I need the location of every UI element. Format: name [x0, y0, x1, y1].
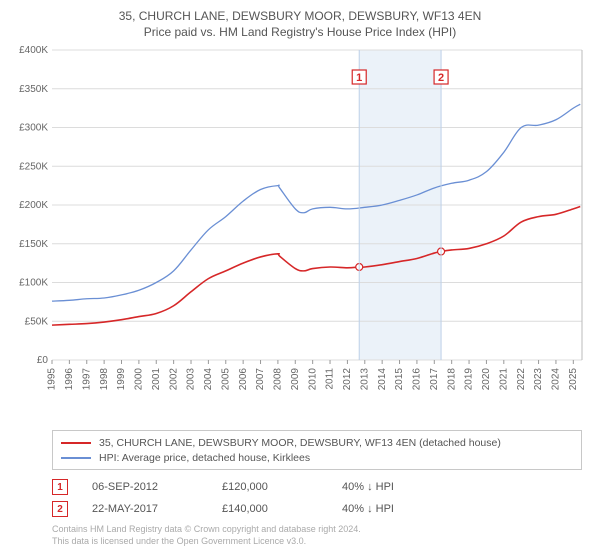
svg-text:2023: 2023 — [533, 368, 544, 391]
svg-text:2018: 2018 — [446, 368, 457, 391]
svg-text:2002: 2002 — [168, 368, 179, 391]
svg-text:£400K: £400K — [19, 45, 48, 56]
svg-text:2017: 2017 — [429, 368, 440, 391]
svg-text:2: 2 — [438, 72, 444, 84]
svg-text:£150K: £150K — [19, 239, 48, 250]
footer-line: Contains HM Land Registry data © Crown c… — [52, 524, 590, 536]
legend-swatch — [61, 442, 91, 444]
svg-text:1999: 1999 — [116, 368, 127, 391]
svg-text:£250K: £250K — [19, 162, 48, 173]
title-main: 35, CHURCH LANE, DEWSBURY MOOR, DEWSBURY… — [10, 8, 590, 24]
svg-text:2016: 2016 — [412, 368, 423, 391]
svg-text:2025: 2025 — [568, 368, 579, 391]
legend: 35, CHURCH LANE, DEWSBURY MOOR, DEWSBURY… — [52, 430, 582, 470]
svg-text:2022: 2022 — [516, 368, 527, 391]
chart-container: 35, CHURCH LANE, DEWSBURY MOOR, DEWSBURY… — [0, 0, 600, 552]
svg-text:£350K: £350K — [19, 84, 48, 95]
footer-attribution: Contains HM Land Registry data © Crown c… — [52, 524, 590, 547]
legend-label: 35, CHURCH LANE, DEWSBURY MOOR, DEWSBURY… — [99, 437, 501, 449]
chart-svg: £0 £50K £100K £150K £200K £250K £300K £350K £400… — [10, 44, 590, 424]
svg-text:2006: 2006 — [238, 368, 249, 391]
sale-row: 1 06-SEP-2012 £120,000 40% ↓ HPI — [52, 476, 582, 498]
svg-text:2000: 2000 — [134, 368, 145, 391]
legend-swatch — [61, 457, 91, 459]
svg-text:2024: 2024 — [551, 368, 562, 391]
svg-text:£100K: £100K — [19, 278, 48, 289]
legend-item: HPI: Average price, detached house, Kirk… — [61, 450, 573, 465]
legend-label: HPI: Average price, detached house, Kirk… — [99, 452, 310, 464]
svg-text:2020: 2020 — [481, 368, 492, 391]
sale-pct: 40% ↓ HPI — [342, 503, 462, 515]
svg-text:2004: 2004 — [203, 368, 214, 391]
svg-text:1995: 1995 — [47, 368, 58, 391]
svg-text:2021: 2021 — [498, 368, 509, 391]
svg-text:2014: 2014 — [377, 368, 388, 391]
svg-text:2008: 2008 — [273, 368, 284, 391]
sale-row: 2 22-MAY-2017 £140,000 40% ↓ HPI — [52, 498, 582, 520]
svg-text:1997: 1997 — [81, 368, 92, 391]
sale-price: £120,000 — [222, 481, 342, 493]
sales-table: 1 06-SEP-2012 £120,000 40% ↓ HPI 2 22-MA… — [52, 476, 582, 520]
svg-text:2010: 2010 — [307, 368, 318, 391]
svg-text:2013: 2013 — [359, 368, 370, 391]
svg-text:1998: 1998 — [99, 368, 110, 391]
svg-text:2005: 2005 — [220, 368, 231, 391]
svg-text:2019: 2019 — [464, 368, 475, 391]
svg-text:£0: £0 — [37, 355, 49, 366]
svg-text:2009: 2009 — [290, 368, 301, 391]
sale-marker-icon: 1 — [52, 479, 68, 495]
chart-plot: £0 £50K £100K £150K £200K £250K £300K £350K £400… — [10, 44, 590, 424]
svg-text:£50K: £50K — [25, 317, 49, 328]
svg-text:2003: 2003 — [186, 368, 197, 391]
chart-title: 35, CHURCH LANE, DEWSBURY MOOR, DEWSBURY… — [10, 8, 590, 40]
sale-marker-icon: 2 — [52, 501, 68, 517]
svg-text:2007: 2007 — [255, 368, 266, 391]
svg-text:1: 1 — [356, 72, 362, 84]
legend-item: 35, CHURCH LANE, DEWSBURY MOOR, DEWSBURY… — [61, 435, 573, 450]
sale-date: 06-SEP-2012 — [92, 481, 222, 493]
svg-text:£200K: £200K — [19, 200, 48, 211]
footer-line: This data is licensed under the Open Gov… — [52, 536, 590, 548]
sale-price: £140,000 — [222, 503, 342, 515]
sale-pct: 40% ↓ HPI — [342, 481, 462, 493]
svg-text:1996: 1996 — [64, 368, 75, 391]
svg-text:2015: 2015 — [394, 368, 405, 391]
title-sub: Price paid vs. HM Land Registry's House … — [10, 24, 590, 40]
sale-date: 22-MAY-2017 — [92, 503, 222, 515]
svg-text:2012: 2012 — [342, 368, 353, 391]
svg-text:£300K: £300K — [19, 123, 48, 134]
svg-text:2001: 2001 — [151, 368, 162, 391]
svg-text:2011: 2011 — [325, 368, 336, 390]
